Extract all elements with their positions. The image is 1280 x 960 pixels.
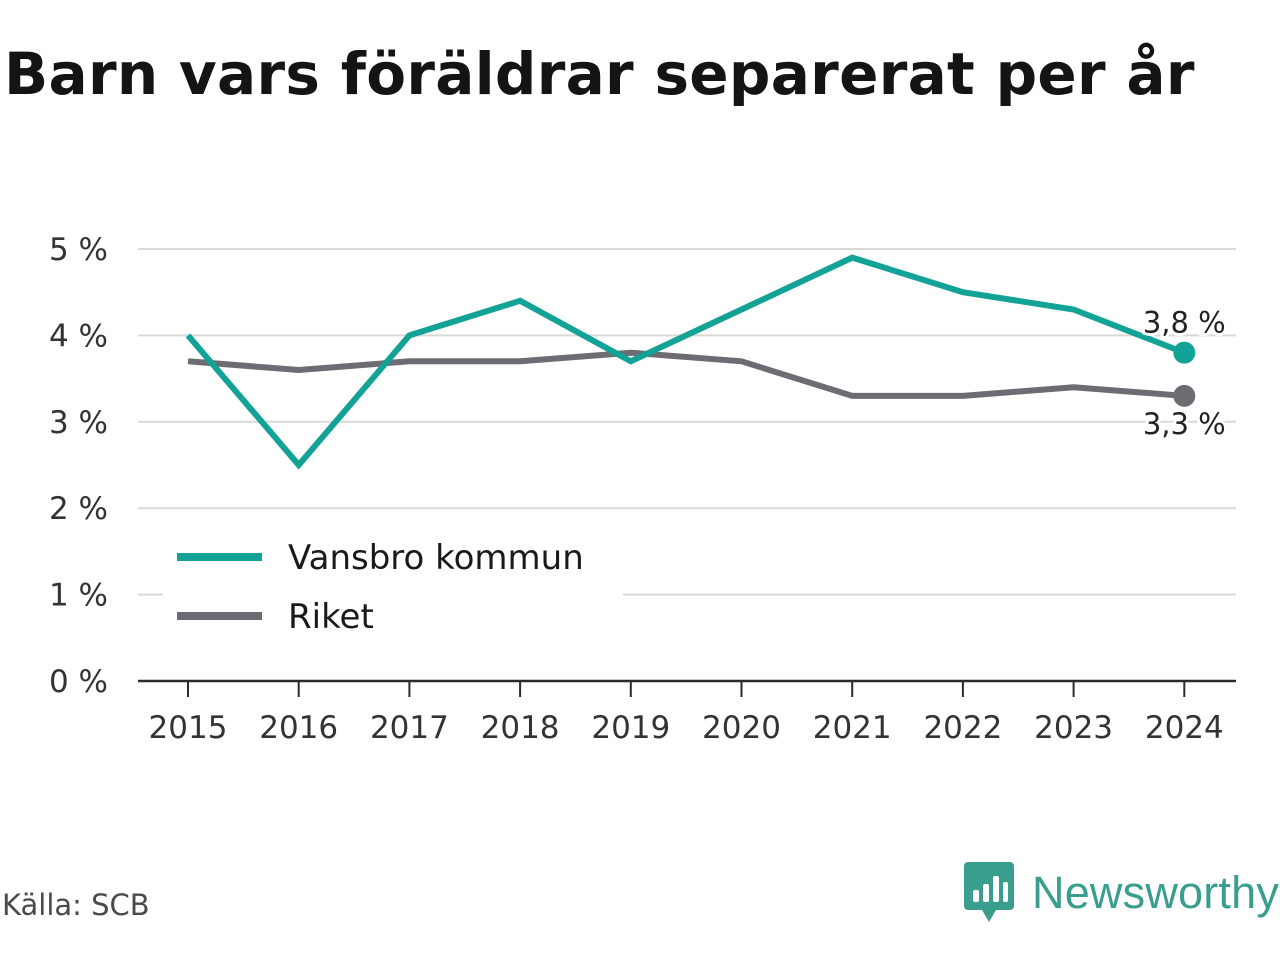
legend-label: Riket [288, 597, 374, 637]
x-tick-label: 2020 [702, 710, 781, 746]
end-point-marker [1173, 341, 1196, 364]
end-point-marker [1173, 384, 1196, 407]
legend-background [163, 526, 623, 648]
series-line-riket [187, 349, 1185, 399]
source-note: Källa: SCB [2, 888, 150, 922]
legend: Vansbro kommun Riket [163, 526, 623, 648]
x-tick-label: 2015 [149, 710, 228, 746]
legend-label: Vansbro kommun [288, 538, 584, 578]
y-tick-label: 3 % [49, 405, 108, 441]
y-tick-label: 1 % [49, 578, 108, 614]
y-tick-label: 4 % [49, 318, 108, 354]
x-tick-label: 2016 [259, 710, 338, 746]
x-tick-label: 2019 [591, 710, 670, 746]
end-labels: 3,8 % 3,3 % [1140, 303, 1229, 444]
series-line-vansbro-kommun [185, 254, 1186, 470]
x-tick-label: 2024 [1145, 710, 1224, 746]
series-lines [185, 254, 1196, 470]
x-axis: 2015 2016 2017 2018 2019 2020 2021 2022 2023 2024 [138, 679, 1236, 746]
chart-title: Barn vars föräldrar separerat per år [4, 40, 1195, 108]
y-tick-label: 5 % [49, 232, 108, 268]
end-value-label: 3,8 % [1143, 306, 1226, 340]
x-tick-label: 2023 [1034, 710, 1113, 746]
y-tick-label: 0 % [49, 664, 108, 700]
newsworthy-logo-icon [964, 862, 1014, 922]
x-tick-label: 2021 [813, 710, 892, 746]
brand-logo: Newsworthy [964, 862, 1279, 924]
y-axis-ticks: 0 % 1 % 2 % 3 % 4 % 5 % [49, 232, 108, 700]
x-tick-label: 2017 [370, 710, 449, 746]
y-tick-label: 2 % [49, 491, 108, 527]
brand-name: Newsworthy [1032, 867, 1280, 918]
x-tick-label: 2018 [481, 710, 560, 746]
x-tick-label: 2022 [923, 710, 1002, 746]
end-value-label: 3,3 % [1143, 407, 1226, 441]
